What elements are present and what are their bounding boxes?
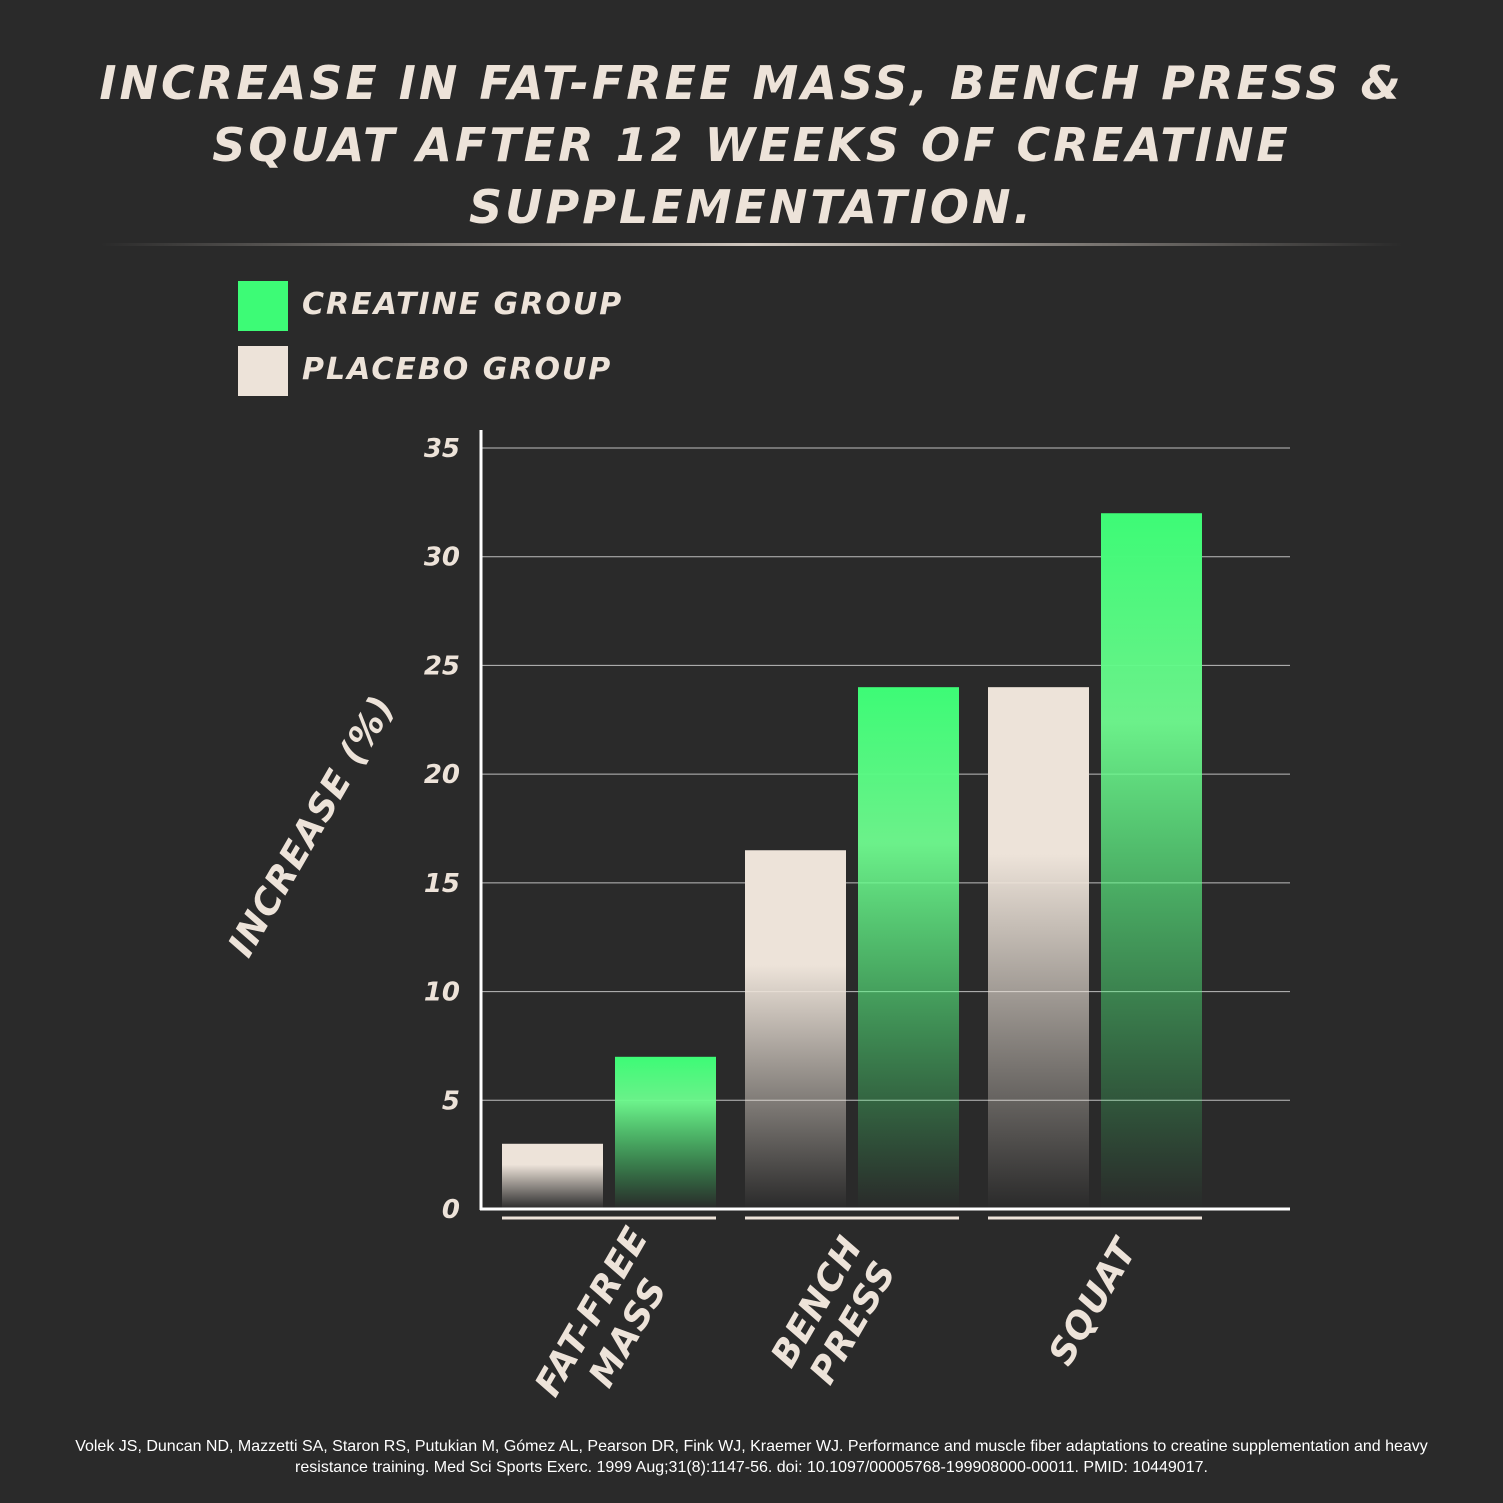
y-tick-label: 25	[424, 651, 460, 681]
legend-swatch-creatine	[238, 281, 288, 331]
x-category-label: Squat	[1041, 1231, 1146, 1372]
title-divider	[100, 243, 1403, 246]
bar-creatine	[615, 1056, 716, 1209]
y-tick-label: 20	[424, 760, 460, 790]
x-category-label: Fat-FreeMass	[527, 1220, 693, 1424]
x-category-label-line: Squat	[1041, 1231, 1146, 1372]
legend-label-creatine: Creatine Group	[302, 287, 624, 322]
legend-swatch-placebo	[238, 346, 288, 396]
chart-title: Increase in fat-free mass, bench press &…	[99, 56, 1404, 234]
citation: Volek JS, Duncan ND, Mazzetti SA, Staron…	[75, 1438, 1428, 1476]
bar-creatine	[1101, 513, 1202, 1209]
legend-label-placebo: Placebo Group	[302, 352, 613, 387]
axes	[479, 430, 1290, 1220]
y-tick-label: 5	[442, 1086, 460, 1116]
y-axis-title: Increase (%)	[221, 689, 404, 964]
bar-placebo	[988, 687, 1089, 1209]
y-tick-label: 15	[424, 869, 460, 899]
y-tick-label: 10	[424, 978, 460, 1008]
bar-placebo	[745, 850, 846, 1209]
y-tick-label: 0	[442, 1195, 460, 1225]
bar-placebo	[502, 1143, 603, 1209]
x-category-label: BenchPress	[764, 1229, 908, 1395]
y-tick-label: 35	[424, 434, 460, 464]
y-tick-label: 30	[424, 543, 460, 573]
bars	[502, 513, 1202, 1209]
bar-creatine	[858, 687, 959, 1209]
bar-chart: 0 5 10 15 20 25 30 35 Increase (%) Fat-FreeMass Be…	[221, 430, 1290, 1424]
